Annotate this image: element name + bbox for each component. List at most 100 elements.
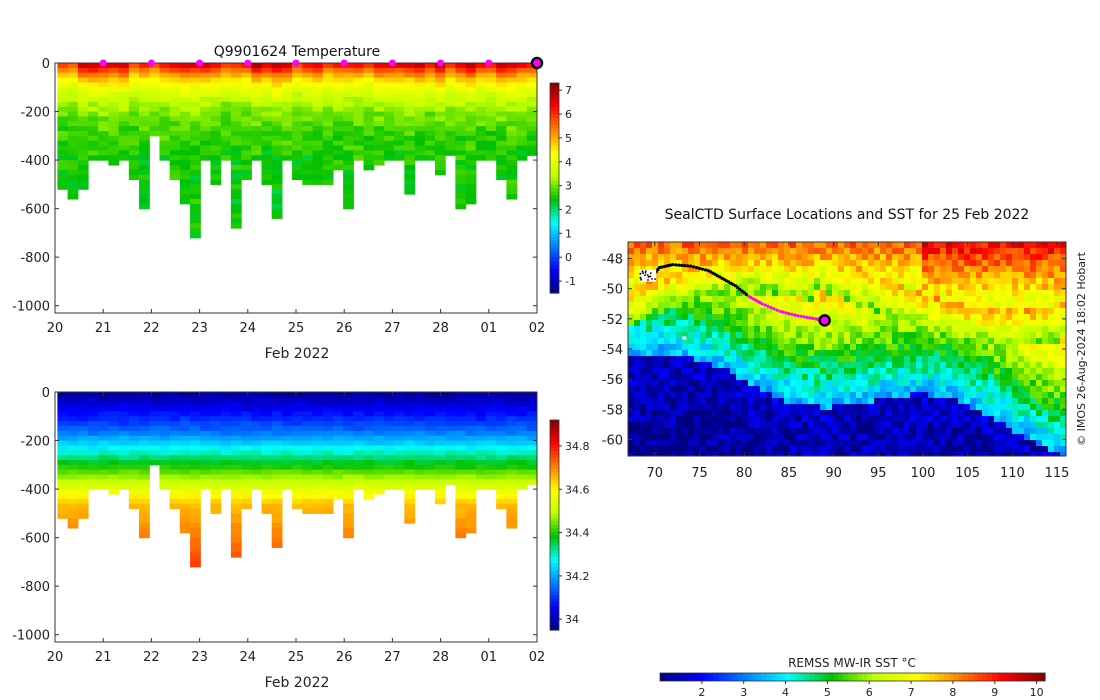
- sst-cell: [1018, 392, 1025, 399]
- sst-cell: [754, 368, 761, 375]
- sst-cell: [868, 308, 875, 315]
- sst-cell: [688, 290, 695, 297]
- sst-cell: [784, 410, 791, 417]
- sst-cell: [820, 242, 827, 249]
- sst-cell: [748, 356, 755, 363]
- sst-cell: [790, 344, 797, 351]
- sst-cell: [1036, 254, 1043, 261]
- sst-cell: [1060, 350, 1066, 357]
- sst-cell: [826, 344, 833, 351]
- heatmap-cell: [465, 493, 477, 500]
- sst-cell: [934, 434, 941, 441]
- sst-cell: [820, 254, 827, 261]
- sst-cell: [862, 332, 869, 339]
- sst-cell: [760, 272, 767, 279]
- heatmap-cell: [159, 469, 171, 476]
- colorbar-tick-label: 5: [565, 132, 572, 145]
- heatmap-cell: [241, 130, 252, 137]
- heatmap-cell: [383, 484, 395, 490]
- sst-cell: [838, 332, 845, 339]
- sst-cell: [712, 356, 719, 363]
- sst-cell: [1036, 272, 1043, 279]
- sst-cell: [922, 272, 929, 279]
- heatmap-cell: [312, 489, 324, 495]
- heatmap-cell: [332, 401, 344, 408]
- sst-cell: [754, 278, 761, 285]
- sst-cell: [694, 374, 701, 381]
- heatmap-cell: [292, 67, 303, 74]
- heatmap-cell: [383, 459, 395, 466]
- heatmap-cell: [108, 160, 120, 166]
- sst-cell: [790, 386, 797, 393]
- heatmap-cell: [271, 401, 283, 408]
- sst-cell: [664, 380, 671, 387]
- sst-cell: [844, 374, 851, 381]
- sst-cell: [838, 302, 845, 309]
- sst-cell: [802, 296, 809, 303]
- heatmap-cell: [312, 474, 324, 480]
- heatmap-cell: [159, 63, 171, 69]
- heatmap-cell: [159, 155, 171, 161]
- heatmap-cell: [516, 111, 528, 117]
- sst-cell: [700, 314, 707, 321]
- heatmap-cell: [190, 489, 201, 495]
- sst-cell: [778, 314, 785, 321]
- sst-cell: [748, 404, 755, 411]
- sst-cell: [820, 410, 827, 417]
- sst-cell: [982, 362, 989, 369]
- sst-cell: [1000, 248, 1007, 255]
- sst-cell: [826, 350, 833, 357]
- sst-cell: [988, 254, 995, 261]
- heatmap-cell: [139, 484, 150, 490]
- heatmap-cell: [251, 140, 263, 147]
- sst-cell: [940, 404, 947, 411]
- sst-cell: [1012, 380, 1019, 387]
- colorbar-segment: [550, 479, 559, 484]
- heatmap-cell: [485, 479, 497, 485]
- sst-cell: [874, 272, 881, 279]
- sst-cell: [862, 266, 869, 273]
- sst-cell: [868, 254, 875, 261]
- sst-cell: [1012, 374, 1019, 381]
- sst-cell: [646, 260, 653, 267]
- heatmap-cell: [77, 140, 89, 147]
- heatmap-cell: [98, 111, 110, 117]
- sst-cell: [682, 410, 689, 417]
- heatmap-cell: [445, 401, 456, 408]
- sst-cell: [682, 332, 689, 339]
- sst-cell: [1018, 242, 1025, 249]
- sst-cell: [844, 380, 851, 387]
- sst-cell: [1042, 248, 1049, 255]
- heatmap-cell: [292, 406, 303, 413]
- heatmap-cell: [343, 140, 354, 147]
- sst-cell: [868, 242, 875, 249]
- sst-cell: [742, 278, 749, 285]
- sst-cell: [706, 332, 713, 339]
- sst-cell: [742, 422, 749, 429]
- sst-cell: [802, 332, 809, 339]
- sst-cell: [850, 386, 857, 393]
- heatmap-cell: [302, 479, 314, 485]
- sst-cell: [934, 272, 941, 279]
- sst-cell: [850, 290, 857, 297]
- heatmap-cell: [149, 111, 161, 117]
- heatmap-cell: [190, 145, 201, 151]
- sst-cell: [850, 278, 857, 285]
- heatmap-cell: [455, 63, 467, 69]
- sst-cell: [868, 398, 875, 405]
- heatmap-cell: [496, 469, 507, 476]
- heatmap-cell: [261, 392, 273, 398]
- sst-cell: [946, 248, 953, 255]
- heatmap-cell: [149, 96, 161, 103]
- heatmap-cell: [363, 396, 375, 403]
- heatmap-cell: [373, 87, 385, 93]
- heatmap-cell: [261, 169, 273, 176]
- sst-cell: [1012, 428, 1019, 435]
- sst-cell: [646, 344, 653, 351]
- colorbar-segment: [550, 612, 559, 617]
- sst-cell: [898, 410, 905, 417]
- sst-cell: [1006, 428, 1013, 435]
- heatmap-cell: [485, 130, 497, 137]
- heatmap-cell: [57, 503, 69, 510]
- heatmap-cell: [128, 411, 140, 417]
